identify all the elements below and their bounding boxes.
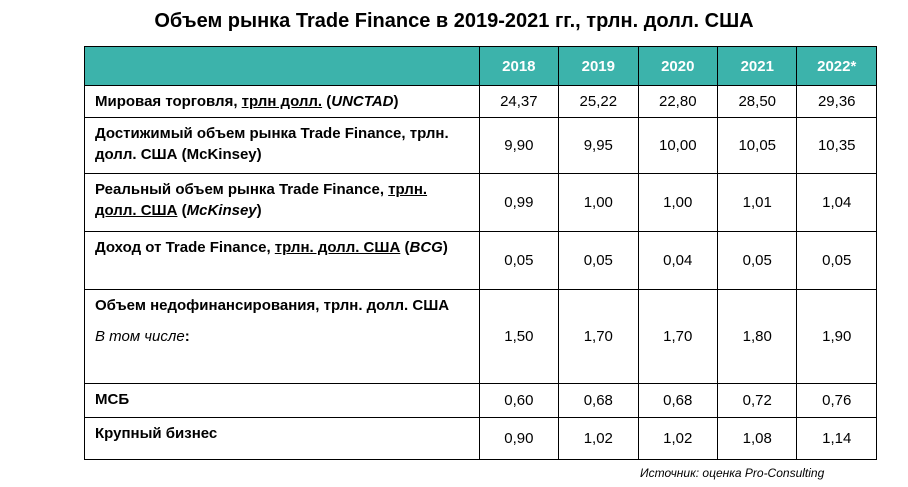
- table-row: МСБ 0,60 0,68 0,68 0,72 0,76: [84, 383, 877, 418]
- table-row: Крупный бизнес 0,90 1,02 1,02 1,08 1,14: [84, 417, 877, 460]
- label-text: трлн долл.: [241, 93, 323, 110]
- value-cell: 0,68: [637, 383, 719, 418]
- value-cell: 1,02: [637, 417, 719, 460]
- value-cell: 0,05: [796, 231, 877, 290]
- label-text: (: [177, 202, 187, 219]
- value-cell: 1,04: [796, 173, 877, 232]
- row-label: Мировая торговля, трлн долл. (UNCTAD): [84, 85, 480, 118]
- label-text: Крупный бизнес: [95, 425, 218, 442]
- label-text: ): [393, 93, 399, 110]
- label-note: В том числе:: [95, 326, 471, 347]
- table-row: Мировая торговля, трлн долл. (UNCTAD) 24,…: [84, 85, 877, 118]
- value-cell: 0,05: [717, 231, 798, 290]
- value-cell: 0,68: [558, 383, 639, 418]
- corner-cell: [84, 46, 480, 86]
- value-cell: 9,90: [478, 117, 560, 174]
- row-label: Крупный бизнес: [84, 417, 480, 460]
- value-cell: 1,70: [558, 289, 639, 384]
- value-cell: 0,90: [478, 417, 560, 460]
- table-row: Реальный объем рынка Trade Finance, трлн…: [84, 173, 877, 232]
- value-cell: 1,90: [796, 289, 877, 384]
- label-text: ): [256, 202, 262, 219]
- value-cell: 1,08: [717, 417, 798, 460]
- table-row: Объем недофинансирования, трлн. долл. СШ…: [84, 289, 877, 384]
- label-text: :: [184, 328, 190, 345]
- label-text: Реальный объем рынка Trade Finance,: [95, 181, 389, 198]
- table-row: Достижимый объем рынка Trade Finance, тр…: [84, 117, 877, 174]
- column-header: 2018: [478, 46, 560, 86]
- value-cell: 10,05: [717, 117, 798, 174]
- column-header: 2022*: [796, 46, 877, 86]
- header-row: 2018 2019 2020 2021 2022*: [84, 46, 877, 86]
- value-cell: 1,01: [717, 173, 798, 232]
- label-text: (: [400, 239, 410, 256]
- label-text: трлн. долл. США: [274, 239, 401, 256]
- label-text: ): [442, 239, 448, 256]
- value-cell: 9,95: [558, 117, 639, 174]
- value-cell: 1,70: [637, 289, 719, 384]
- row-label: МСБ: [84, 383, 480, 418]
- value-cell: 0,04: [637, 231, 719, 290]
- label-text: BCG: [409, 239, 443, 256]
- value-cell: 0,99: [478, 173, 560, 232]
- value-cell: 0,72: [717, 383, 798, 418]
- value-cell: 24,37: [478, 85, 560, 118]
- row-label: Достижимый объем рынка Trade Finance, тр…: [84, 117, 480, 174]
- value-cell: 28,50: [717, 85, 798, 118]
- value-cell: 1,02: [558, 417, 639, 460]
- label-text: (: [322, 93, 332, 110]
- value-cell: 0,60: [478, 383, 560, 418]
- column-header: 2019: [558, 46, 639, 86]
- value-cell: 1,50: [478, 289, 560, 384]
- title: Объем рынка Trade Finance в 2019-2021 гг…: [154, 10, 754, 32]
- value-cell: 0,05: [478, 231, 560, 290]
- data-table: 2018 2019 2020 2021 2022* Мировая торговля, …: [84, 46, 877, 460]
- value-cell: 1,80: [717, 289, 798, 384]
- label-text: Мировая торговля,: [95, 93, 242, 110]
- value-cell: 25,22: [558, 85, 639, 118]
- value-cell: 10,35: [796, 117, 877, 174]
- value-cell: 1,00: [637, 173, 719, 232]
- label-text: Достижимый объем рынка Trade Finance, тр…: [95, 125, 449, 163]
- label-text: трлн. долл. США: [95, 181, 428, 219]
- label-text: МСБ: [95, 391, 130, 408]
- value-cell: 10,00: [637, 117, 719, 174]
- value-cell: 0,05: [558, 231, 639, 290]
- value-cell: 22,80: [637, 85, 719, 118]
- value-cell: 1,14: [796, 417, 877, 460]
- label-text: Объем недофинансирования, трлн. долл. СШ…: [95, 297, 450, 314]
- source-note: Источник: оценка Pro-Consulting: [640, 466, 825, 480]
- label-text: В том числе: [95, 328, 185, 345]
- label-text: Доход от Trade Finance,: [95, 239, 275, 256]
- label-text: UNCTAD: [331, 93, 394, 110]
- column-header: 2020: [637, 46, 719, 86]
- table-row: Доход от Trade Finance, трлн. долл. США …: [84, 231, 877, 290]
- row-label: Доход от Trade Finance, трлн. долл. США …: [84, 231, 480, 290]
- row-label: Реальный объем рынка Trade Finance, трлн…: [84, 173, 480, 232]
- row-label: Объем недофинансирования, трлн. долл. СШ…: [84, 289, 480, 384]
- label-text: McKinsey: [186, 202, 257, 219]
- value-cell: 0,76: [796, 383, 877, 418]
- column-header: 2021: [717, 46, 798, 86]
- value-cell: 1,00: [558, 173, 639, 232]
- value-cell: 29,36: [796, 85, 877, 118]
